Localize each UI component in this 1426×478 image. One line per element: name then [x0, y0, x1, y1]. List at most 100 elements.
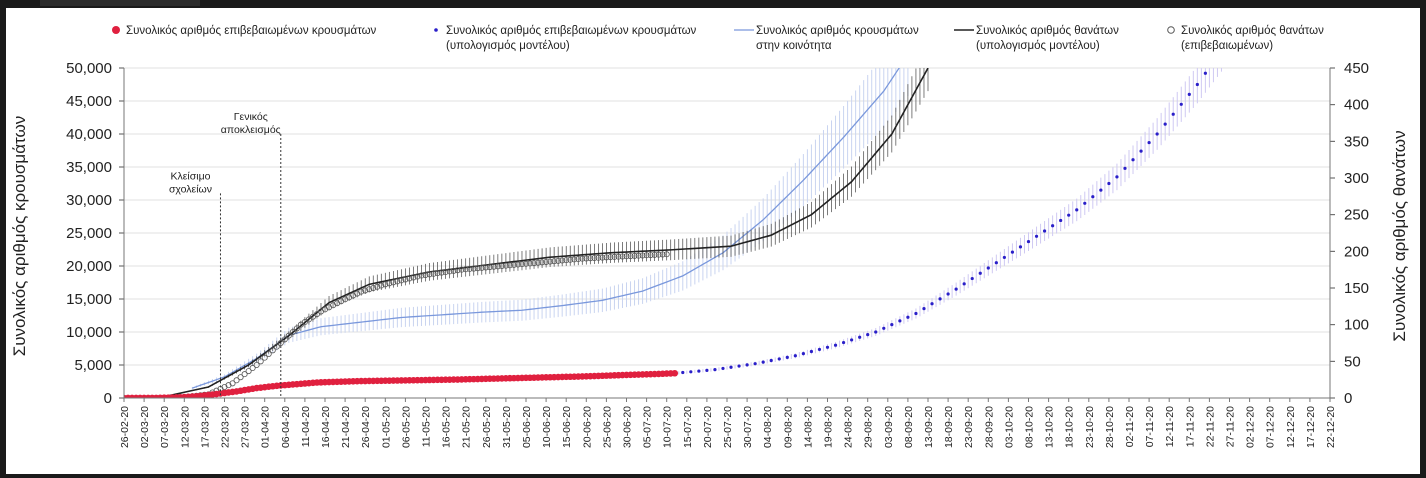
y-left-tick-label: 20,000	[66, 258, 112, 275]
x-tick-label: 25-07-20	[722, 406, 734, 448]
deaths-observed-marker	[370, 284, 377, 291]
x-tick-label: 11-04-20	[300, 406, 312, 447]
x-tick-label: 22-11-20	[1204, 406, 1216, 447]
deaths-observed-marker	[374, 283, 381, 290]
deaths-observed-marker	[237, 374, 244, 381]
deaths-observed-marker	[414, 273, 421, 280]
deaths-observed-marker	[253, 361, 260, 368]
legend-swatch	[434, 28, 438, 32]
deaths-observed-marker	[233, 377, 240, 384]
deaths-observed-marker	[635, 252, 642, 259]
confirmed-model-dot	[1107, 181, 1111, 186]
x-tick-label: 17-03-20	[199, 406, 211, 448]
x-tick-label: 24-08-20	[843, 406, 855, 448]
confirmed-model-dot	[1010, 250, 1015, 254]
legend-item-community: Συνολικός αριθμός κρουσμάτων στην κοινότη…	[734, 25, 919, 52]
x-tick-label: 19-08-20	[823, 406, 835, 448]
deaths-observed-marker	[269, 347, 276, 354]
x-tick-label: 03-09-20	[883, 406, 895, 448]
confirmed-model-dot	[681, 370, 685, 375]
confirmed-model-dot	[882, 326, 886, 330]
legend-label-line1: Συνολικός αριθμός επιβεβαιωμένων κρουσμά…	[446, 25, 697, 37]
confirmed-model-dot	[1212, 60, 1215, 63]
x-tick-label: 29-08-20	[863, 406, 875, 448]
deaths-observed-marker	[293, 325, 300, 332]
deaths-observed-marker	[362, 287, 369, 294]
deaths-observed-marker	[502, 262, 509, 269]
confirmed-model-dot	[850, 338, 854, 342]
confirmed-model-dot	[890, 323, 894, 327]
x-tick-label: 21-05-20	[461, 406, 473, 448]
confirmed-model-dot	[954, 287, 958, 291]
confirmed-model-dot	[1139, 149, 1143, 153]
y-right-tick-label: 50	[1344, 353, 1361, 370]
deaths-observed-marker	[551, 258, 558, 265]
deaths-observed-marker	[265, 350, 272, 357]
x-tick-label: 01-05-20	[380, 406, 392, 448]
deaths-observed-marker	[659, 251, 666, 258]
deaths-observed-marker	[261, 354, 268, 361]
legend-label-line1: Συνολικός αριθμός κρουσμάτων	[756, 25, 919, 37]
deaths-observed-marker	[627, 253, 634, 260]
y-left-tick-label: 0	[104, 390, 112, 407]
deaths-observed-marker	[394, 278, 401, 285]
legend-label-line1: Συνολικός αριθμός επιβεβαιωμένων κρουσμά…	[126, 25, 377, 37]
confirmed-model-dot	[1147, 140, 1151, 145]
y-left-tick-label: 50,000	[66, 60, 112, 77]
deaths-observed-marker	[547, 258, 554, 265]
legend-label-line1: Συνολικός αριθμός θανάτων	[1181, 25, 1324, 37]
confirmed-model-dot	[1195, 82, 1199, 87]
series-community	[191, 68, 909, 390]
x-tick-label: 27-03-20	[240, 406, 252, 448]
deaths-observed-marker	[651, 251, 658, 258]
deaths-observed-marker	[229, 380, 236, 387]
legend-label-line1: Συνολικός αριθμός θανάτων	[976, 25, 1119, 37]
confirmed-model-dot	[930, 302, 934, 306]
deaths-observed-marker	[599, 254, 606, 261]
series-layer	[124, 60, 1222, 398]
confirmed-model-dot	[898, 319, 902, 323]
confirmed-model-dot	[1099, 188, 1103, 192]
deaths-observed-marker	[506, 262, 513, 269]
deaths-observed-marker	[498, 262, 505, 269]
deaths-observed-marker	[225, 382, 232, 389]
deaths-observed-marker	[382, 281, 389, 288]
axes: 0 5,000 10,000 15,000 20,000 25,000 30,000 35,0…	[66, 60, 1369, 448]
y-right-tick-label: 400	[1344, 97, 1369, 114]
y-right-tick-label: 200	[1344, 243, 1369, 260]
x-tick-label: 28-10-20	[1104, 406, 1116, 448]
legend-item-deaths_obs: Συνολικός αριθμός θανάτων (επιβεβαιωμένων…	[1167, 25, 1324, 52]
x-tick-label: 15-07-20	[682, 406, 694, 448]
legend: Συνολικός αριθμός επιβεβαιωμένων κρουσμά…	[112, 25, 1324, 52]
x-tick-label: 15-06-20	[561, 406, 573, 448]
legend-item-confirmed_model: Συνολικός αριθμός επιβεβαιωμένων κρουσμά…	[434, 25, 697, 52]
confirmed-model-dot	[1155, 132, 1159, 136]
confirmed-model-dot	[1115, 175, 1119, 179]
confirmed-model-dot	[769, 358, 773, 363]
x-tick-label: 16-04-20	[320, 406, 332, 448]
legend-label-line2: (υπολογισμός μοντέλου)	[446, 40, 570, 52]
annotation-label-line2: σχολείων	[169, 183, 212, 195]
legend-label-line2: (επιβεβαιωμένων)	[1181, 40, 1273, 52]
x-tick-label: 26-04-20	[360, 406, 372, 448]
deaths-observed-marker	[567, 256, 574, 263]
deaths-observed-marker	[462, 266, 469, 273]
deaths-observed-marker	[587, 255, 594, 262]
deaths-observed-marker	[478, 264, 485, 271]
deaths-observed-marker	[631, 252, 638, 259]
x-tick-label: 14-08-20	[802, 406, 814, 448]
x-tick-label: 26-05-20	[481, 406, 493, 448]
confirmed-model-dot	[1075, 208, 1079, 212]
y-right-tick-label: 300	[1344, 170, 1369, 187]
y-right-tick-label: 0	[1344, 390, 1352, 407]
confirmed-model-dot	[914, 311, 918, 316]
confirmed-model-dot	[1123, 166, 1127, 170]
deaths-observed-marker	[639, 252, 646, 259]
deaths-observed-marker	[418, 272, 425, 279]
deaths-model-line	[124, 68, 929, 398]
deaths-observed-marker	[434, 270, 441, 277]
deaths-observed-marker	[450, 267, 457, 274]
x-tick-label: 18-10-20	[1064, 406, 1076, 448]
deaths-observed-marker	[531, 260, 538, 267]
